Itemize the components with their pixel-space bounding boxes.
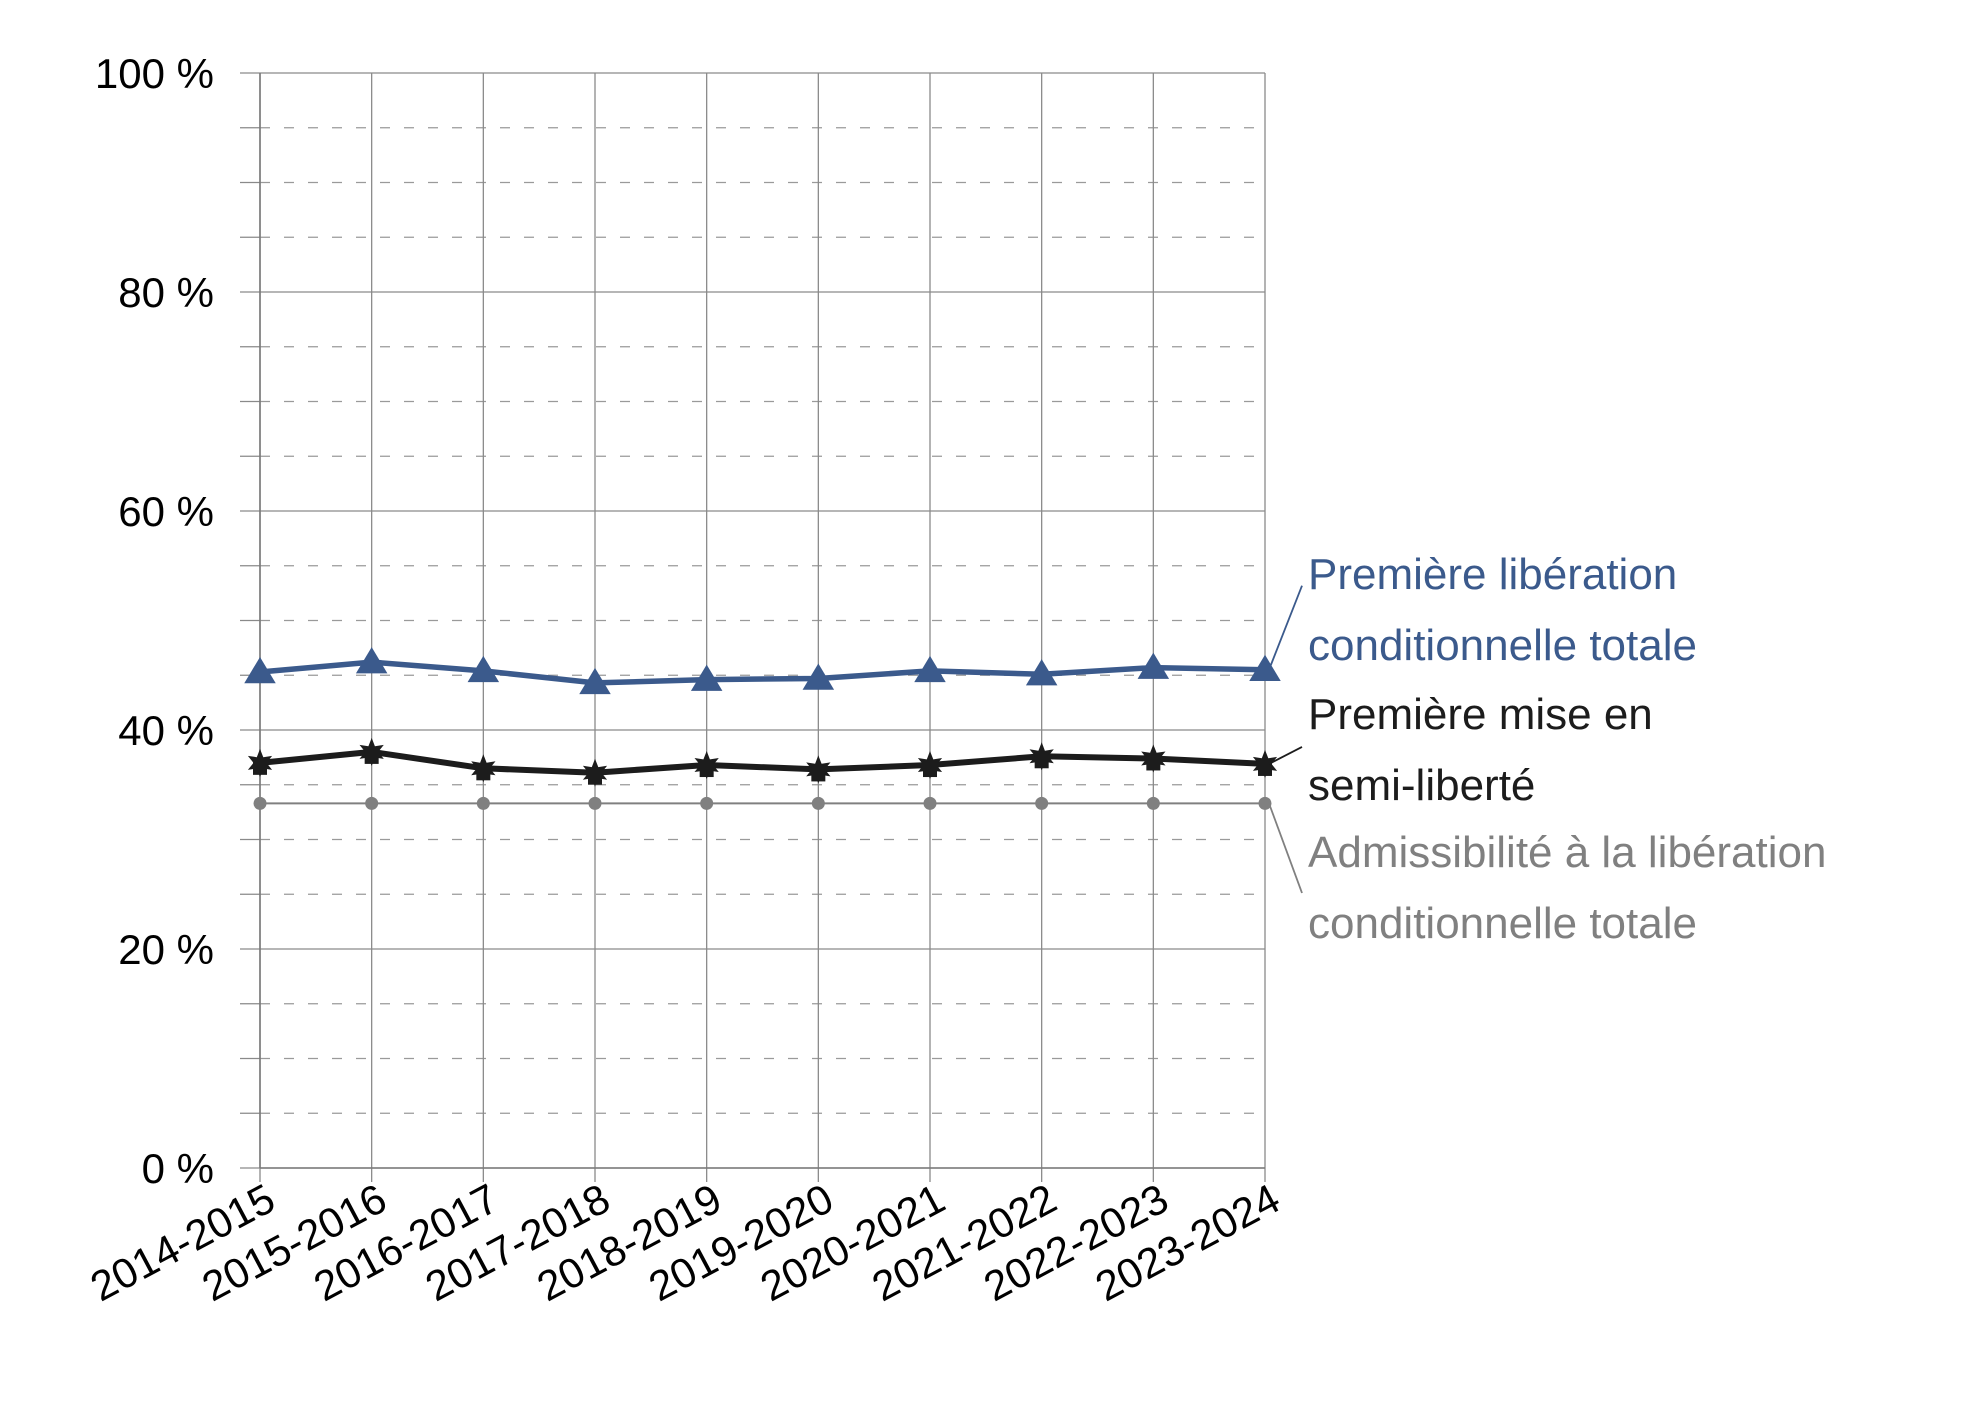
leader-line bbox=[1268, 803, 1303, 894]
circle-marker bbox=[923, 796, 937, 810]
star-marker-base bbox=[588, 770, 602, 785]
triangle-marker bbox=[914, 655, 946, 683]
y-tick-label: 0 % bbox=[142, 1145, 214, 1192]
triangle-marker bbox=[1025, 659, 1058, 686]
y-tick-label: 20 % bbox=[118, 926, 214, 973]
triangle-marker bbox=[1249, 654, 1281, 682]
triangle-marker bbox=[579, 667, 611, 695]
series-label-line: Première libération bbox=[1308, 550, 1677, 599]
series-0 bbox=[244, 647, 1281, 695]
series-2 bbox=[253, 796, 1272, 810]
series-label-2: Admissibilité à la libération conditionne… bbox=[1268, 803, 1826, 948]
star-marker-base bbox=[811, 767, 826, 782]
y-axis-tick-labels: 0 % 20 % 40 % 60 % 80 % 100 % bbox=[95, 50, 214, 1192]
star-marker-base bbox=[923, 763, 937, 778]
circle-marker bbox=[811, 796, 825, 810]
triangle-marker bbox=[1137, 652, 1170, 679]
circle-marker bbox=[253, 796, 267, 810]
series-line bbox=[259, 748, 1266, 776]
leader-line bbox=[1268, 746, 1303, 765]
axes bbox=[240, 72, 1265, 1169]
triangle-marker bbox=[355, 647, 388, 674]
triangle-marker bbox=[467, 655, 500, 683]
series-line bbox=[259, 659, 1266, 686]
y-tick-label: 60 % bbox=[118, 488, 214, 535]
series-1 bbox=[247, 737, 1278, 787]
series-labels: Première libération conditionnelle totale… bbox=[1268, 550, 1826, 948]
circle-marker bbox=[1035, 796, 1049, 810]
y-tick-label: 100 % bbox=[95, 50, 214, 97]
star-marker-base bbox=[364, 749, 379, 764]
grid bbox=[259, 72, 1266, 1182]
star-marker-base bbox=[699, 763, 714, 778]
series-label-line: semi-liberté bbox=[1308, 761, 1535, 810]
triangle-marker bbox=[244, 656, 276, 684]
series-label-1: Première mise en semi-liberté bbox=[1268, 690, 1653, 810]
series-label-0: Première libération conditionnelle totale bbox=[1268, 550, 1697, 671]
star-marker-base bbox=[476, 766, 491, 781]
series-label-line: conditionnelle totale bbox=[1308, 621, 1697, 670]
y-tick-label: 80 % bbox=[118, 269, 214, 316]
circle-marker bbox=[1258, 796, 1272, 810]
series-label-line: Première mise en bbox=[1308, 690, 1653, 739]
circle-marker bbox=[700, 796, 714, 810]
circle-marker bbox=[1146, 796, 1160, 810]
circle-marker bbox=[588, 796, 602, 810]
triangle-marker bbox=[690, 664, 723, 691]
leader-line bbox=[1268, 585, 1303, 671]
series-group bbox=[244, 647, 1281, 810]
star-marker-base bbox=[1258, 761, 1272, 776]
series-label-line: Admissibilité à la libération bbox=[1308, 828, 1826, 877]
star-marker-base bbox=[1146, 756, 1161, 771]
y-tick-label: 40 % bbox=[118, 707, 214, 754]
x-axis-tick-labels: 2014-20152015-20162016-20172017-20182018… bbox=[83, 1174, 1287, 1310]
circle-marker bbox=[365, 796, 379, 810]
series-label-line: conditionnelle totale bbox=[1308, 899, 1697, 948]
triangle-marker bbox=[802, 663, 835, 690]
star-marker-base bbox=[253, 760, 267, 775]
circle-marker bbox=[476, 796, 490, 810]
star-marker-base bbox=[1034, 754, 1049, 769]
